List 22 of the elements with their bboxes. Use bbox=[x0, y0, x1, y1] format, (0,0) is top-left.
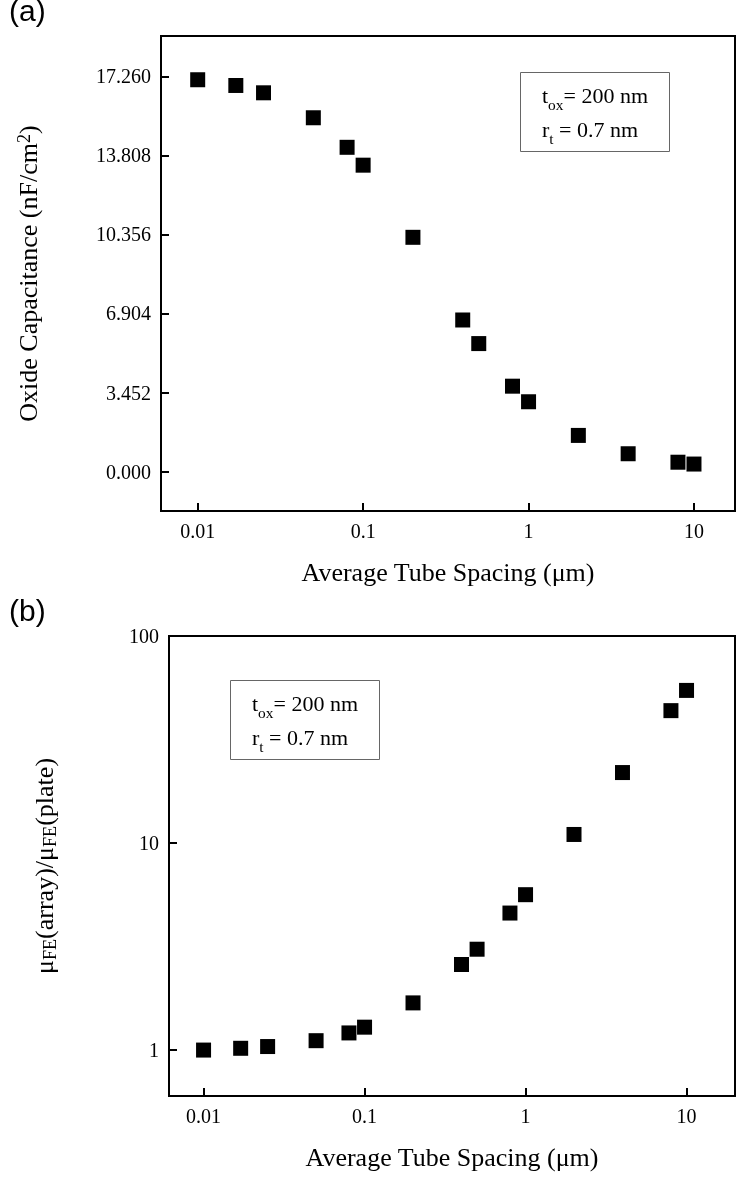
x-tick-label: 0.01 bbox=[186, 1105, 222, 1127]
y-tick-label: 10.356 bbox=[96, 223, 151, 246]
y-tick-label: 6.904 bbox=[106, 302, 151, 325]
y-tick-label: 13.808 bbox=[96, 144, 151, 167]
x-tick-label: 0.01 bbox=[180, 520, 216, 542]
x-tick-label: 0.1 bbox=[350, 520, 376, 542]
y-tick-label: 10 bbox=[139, 832, 159, 855]
y-axis-title: μFE(array)/μFE(plate) bbox=[30, 757, 60, 975]
y-axis-title: Oxide Capacitance (nF/cm2) bbox=[13, 125, 44, 422]
x-tick-label: 1 bbox=[520, 1105, 531, 1127]
y-tick-label: 0.000 bbox=[106, 460, 151, 483]
y-tick-label: 3.452 bbox=[106, 381, 151, 404]
x-tick-label: 10 bbox=[683, 520, 704, 542]
y-tick-label: 100 bbox=[129, 625, 159, 647]
y-tick-label: 17.260 bbox=[96, 65, 151, 88]
y-tick-label: 1 bbox=[149, 1039, 159, 1062]
x-tick-label: 1 bbox=[523, 520, 534, 542]
chart-title: (b) bbox=[9, 593, 46, 627]
x-tick-label: 0.1 bbox=[352, 1105, 378, 1127]
x-axis-title: Average Tube Spacing (μm) bbox=[305, 1142, 599, 1172]
x-tick-label: 10 bbox=[676, 1105, 697, 1127]
x-axis-title: Average Tube Spacing (μm) bbox=[301, 557, 595, 587]
